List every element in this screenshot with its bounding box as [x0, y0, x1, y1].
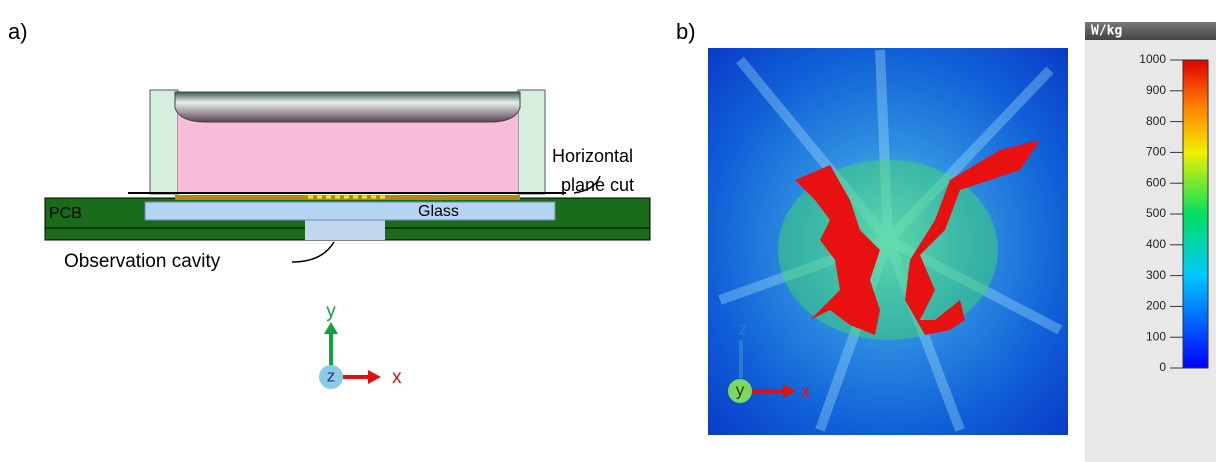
cavity-label: Observation cavity [64, 251, 221, 272]
beams [718, 49, 1063, 432]
hot-spot [795, 165, 880, 335]
tick-label: 600 [1146, 175, 1166, 189]
hot-spot [905, 140, 1040, 335]
panel-label: b) [676, 19, 696, 44]
axis-label: z [327, 366, 336, 385]
axis-origin [728, 379, 752, 403]
pcb-label: PCB [49, 205, 82, 222]
axis-label: x [392, 367, 402, 388]
arrowhead [368, 370, 381, 384]
arrow [291, 241, 335, 263]
arrow [573, 175, 601, 194]
tick-label: 800 [1146, 114, 1166, 128]
axis-label: y [736, 380, 745, 399]
axis-label: y [326, 301, 336, 322]
sar-map [708, 48, 1068, 435]
tick-label: 0 [1159, 360, 1166, 374]
tick-label: 200 [1146, 299, 1166, 313]
tick-label: 900 [1146, 83, 1166, 97]
colorbar [1182, 59, 1209, 369]
axis-origin [319, 365, 343, 389]
tick-label: 100 [1146, 329, 1166, 343]
glass-label: Glass [418, 203, 459, 220]
cavity [305, 220, 385, 240]
cut-label: plane cut [561, 175, 634, 195]
tick-label: 300 [1146, 268, 1166, 282]
panel-label: a) [8, 19, 28, 44]
axis-label: x [801, 381, 810, 401]
tick-label: 1000 [1139, 52, 1166, 66]
tick-label: 400 [1146, 237, 1166, 251]
axis-label: z [739, 319, 748, 338]
colorbar-unit: W/kg [1091, 24, 1122, 39]
tick-label: 700 [1146, 145, 1166, 159]
glass [144, 201, 556, 221]
cut-label: Horizontal [552, 146, 633, 166]
arrowhead [324, 322, 338, 334]
arrowhead [783, 384, 796, 398]
pillar [517, 89, 546, 195]
pillar [149, 89, 179, 195]
lens [174, 91, 521, 123]
colorbar-header [1085, 22, 1216, 40]
tick-label: 500 [1146, 206, 1166, 220]
